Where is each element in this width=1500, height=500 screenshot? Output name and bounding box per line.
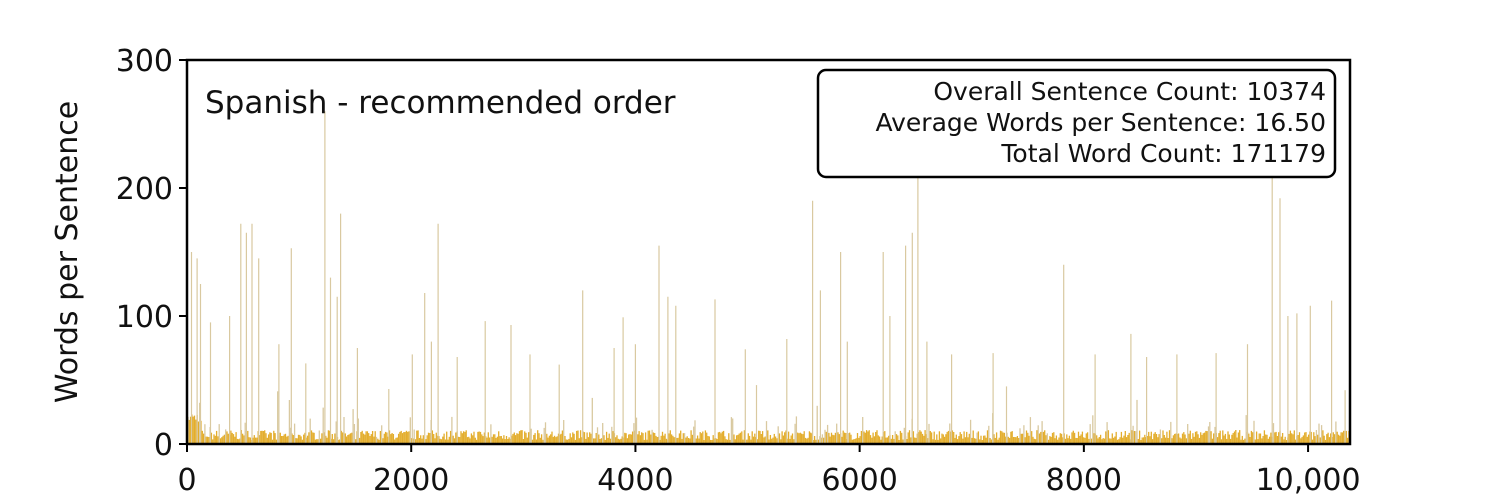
y-axis-ticks: 0 100 200 300	[116, 44, 187, 463]
x-tick-label: 6000	[821, 463, 897, 498]
y-tick-label: 300	[116, 44, 173, 79]
x-tick-label: 8000	[1046, 463, 1122, 498]
x-tick-label: 0	[177, 463, 196, 498]
panel-title: Spanish - recommended order	[205, 85, 676, 121]
y-tick-label: 0	[154, 428, 173, 463]
peak-bars	[190, 111, 1346, 444]
plot-frame	[185, 58, 1352, 446]
x-tick-label: 4000	[597, 463, 673, 498]
stats-box: Overall Sentence Count: 10374 Average Wo…	[816, 68, 1337, 179]
x-tick-label: 10,000	[1256, 463, 1361, 498]
stats-box-frame	[816, 68, 1337, 179]
x-axis-ticks: 0 2000 4000 6000 8000 10,000	[177, 444, 1361, 498]
stats-average-words: Average Words per Sentence: 16.50	[875, 108, 1326, 137]
y-tick-label: 200	[116, 172, 173, 207]
y-axis-title: Words per Sentence	[50, 101, 85, 403]
y-tick-label: 100	[116, 300, 173, 335]
stats-sentence-count: Overall Sentence Count: 10374	[933, 77, 1326, 106]
stats-total-words: Total Word Count: 171179	[1000, 139, 1326, 168]
x-tick-label: 2000	[373, 463, 449, 498]
dense-bars	[187, 391, 1350, 444]
